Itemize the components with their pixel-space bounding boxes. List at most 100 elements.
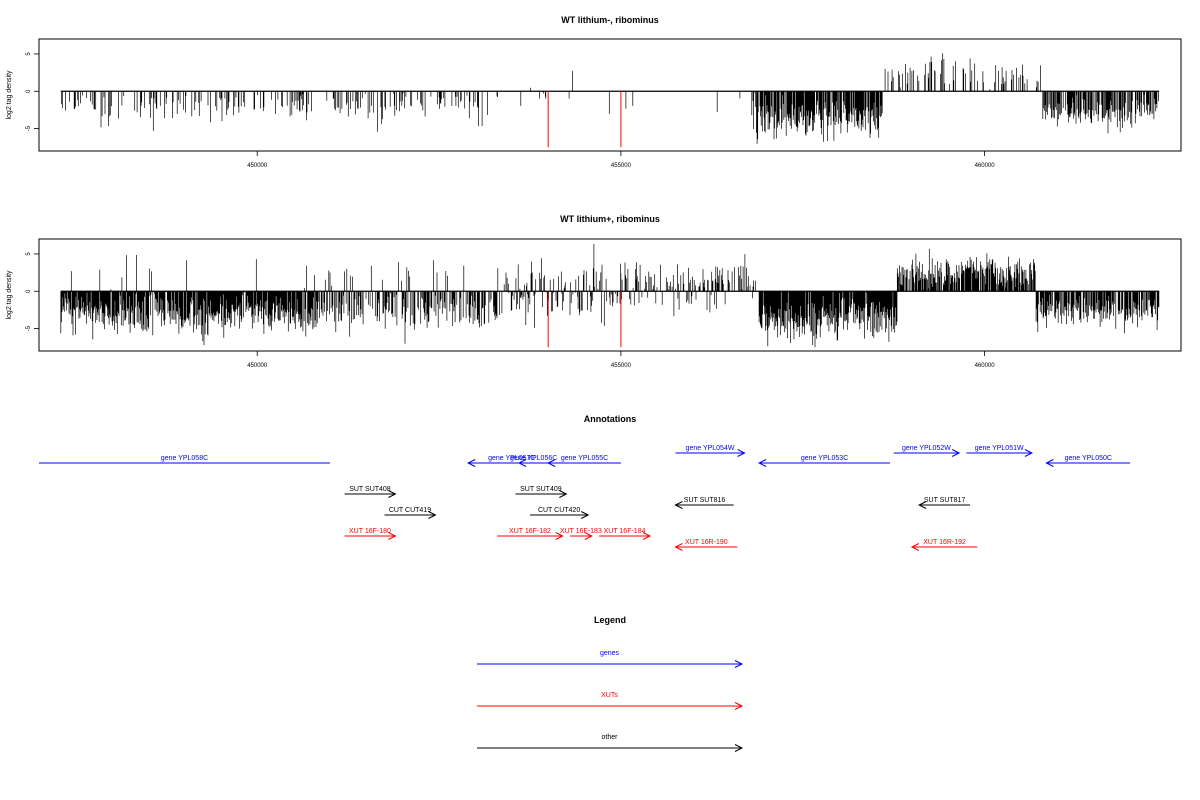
feature-arrowhead <box>674 501 683 509</box>
feature-arrowhead <box>674 543 683 551</box>
panel-title: WT lithium-, ribominus <box>561 15 659 25</box>
density-bar-set <box>61 53 1159 144</box>
feature-label: gene YPL054W <box>686 445 735 452</box>
feature-gene: gene YPL053C <box>757 455 891 467</box>
feature-label: gene YPL053C <box>801 455 848 462</box>
feature-xut: XUT 16F-183 <box>560 528 602 540</box>
feature-label: XUT 16F-180 <box>349 528 391 535</box>
density-bars <box>60 53 1160 148</box>
feature-arrowhead <box>559 490 568 498</box>
x-tick-label: 460000 <box>975 363 996 369</box>
feature-arrowhead <box>388 490 397 498</box>
density-bars <box>60 243 1160 348</box>
feature-arrowhead <box>737 449 746 457</box>
x-tick-label: 450000 <box>247 163 268 169</box>
feature-arrowhead <box>757 459 767 467</box>
density-panel-lithium-plus: WT lithium+, ribominus log2 tag density … <box>6 214 1182 369</box>
feature-other: CUT CUT419 <box>384 507 437 519</box>
feature-gene: gene YPL051W <box>966 445 1034 457</box>
feature-label: XUT 16F-183 <box>560 528 602 535</box>
feature-label: gene YPL057C <box>488 455 535 462</box>
feature-label: gene YPL058C <box>161 455 208 462</box>
feature-gene: gene YPL052W <box>893 445 961 457</box>
feature-arrowhead <box>467 459 476 467</box>
feature-arrowhead <box>428 511 437 519</box>
feature-label: SUT SUT409 <box>520 486 562 493</box>
feature-xut: XUT 16R-190 <box>674 539 738 551</box>
feature-label: XUT 16R-192 <box>923 539 966 546</box>
y-axis-label: log2 tag density <box>6 270 13 320</box>
annotations-title: Annotations <box>584 414 637 424</box>
y-tick-label: 5 <box>26 252 32 256</box>
y-tick-label: 0 <box>26 89 32 93</box>
x-tick-label: 455000 <box>611 163 632 169</box>
feature-xut: XUT 16F-182 <box>497 528 564 540</box>
legend-label: XUTs <box>601 692 618 699</box>
legend-items: genes XUTs other <box>477 650 744 752</box>
x-tick-label: 450000 <box>247 363 268 369</box>
panel-title: WT lithium+, ribominus <box>560 214 660 224</box>
feature-label: SUT SUT817 <box>924 497 966 504</box>
axes: 450000 455000 460000 -5 0 5 <box>26 252 995 369</box>
x-tick-label: 455000 <box>611 363 632 369</box>
feature-arrowhead <box>388 532 397 540</box>
feature-label: XUT 16F-182 <box>509 528 551 535</box>
feature-other: SUT SUT408 <box>344 486 397 498</box>
feature-other: SUT SUT409 <box>515 486 568 498</box>
legend: Legend genes XUTs other <box>477 615 744 752</box>
y-tick-label: 0 <box>26 289 32 293</box>
legend-arrowhead <box>734 702 744 710</box>
legend-arrowhead <box>734 744 744 752</box>
feature-arrowhead <box>517 459 527 467</box>
feature-label: CUT CUT419 <box>389 507 431 514</box>
feature-arrowhead <box>584 532 593 540</box>
feature-label: CUT CUT420 <box>538 507 580 514</box>
legend-arrowhead <box>734 660 744 668</box>
feature-arrowhead <box>547 459 556 467</box>
density-panel-lithium-minus: WT lithium-, ribominus log2 tag density … <box>6 15 1182 169</box>
y-tick-label: 5 <box>26 52 32 56</box>
legend-item-other: other <box>477 734 744 752</box>
feature-arrowhead <box>910 543 920 551</box>
feature-other: SUT SUT816 <box>674 497 734 509</box>
feature-xut: XUT 16F-180 <box>344 528 397 540</box>
x-tick-label: 460000 <box>975 163 996 169</box>
feature-other: SUT SUT817 <box>918 497 971 509</box>
legend-label: other <box>602 734 619 741</box>
y-tick-label: -5 <box>26 325 32 331</box>
plot-frame <box>38 38 1182 152</box>
feature-arrowhead <box>1024 449 1034 457</box>
annotations-track: Annotations gene YPL058C gene YPL057Cgene… <box>39 414 1131 551</box>
feature-label: gene YPL052W <box>902 445 951 452</box>
legend-item-xut: XUTs <box>477 692 744 710</box>
feature-arrowhead <box>918 501 927 509</box>
feature-gene: gene YPL056C <box>510 455 557 467</box>
feature-label: XUT 16R-190 <box>685 539 728 546</box>
legend-label: genes <box>600 650 620 657</box>
axes: 450000 455000 460000 -5 0 5 <box>26 52 995 169</box>
feature-gene: gene YPL050C <box>1045 455 1131 467</box>
feature-label: SUT SUT816 <box>684 497 726 504</box>
feature-other: CUT CUT420 <box>529 507 590 519</box>
feature-gene: gene YPL058C <box>39 455 330 464</box>
feature-label: gene YPL050C <box>1065 455 1112 462</box>
feature-xut: XUT 16R-192 <box>910 539 978 551</box>
feature-arrowhead <box>642 532 652 540</box>
feature-label: XUT 16F-184 <box>604 528 646 535</box>
plot-frame <box>38 238 1182 352</box>
feature-arrowhead <box>555 532 564 540</box>
feature-arrowhead <box>1045 459 1054 467</box>
feature-xut: XUT 16F-184 <box>599 528 652 540</box>
feature-arrowhead <box>580 511 590 519</box>
feature-label: gene YPL056C <box>510 455 557 462</box>
y-tick-label: -5 <box>26 125 32 131</box>
density-bar-set <box>60 243 1160 348</box>
feature-gene: gene YPL054W <box>675 445 746 457</box>
y-axis-label: log2 tag density <box>6 70 13 120</box>
legend-title: Legend <box>594 615 626 625</box>
feature-arrowhead <box>951 449 961 457</box>
feature-label: gene YPL051W <box>975 445 1024 452</box>
feature-gene: gene YPL055C <box>547 455 621 467</box>
